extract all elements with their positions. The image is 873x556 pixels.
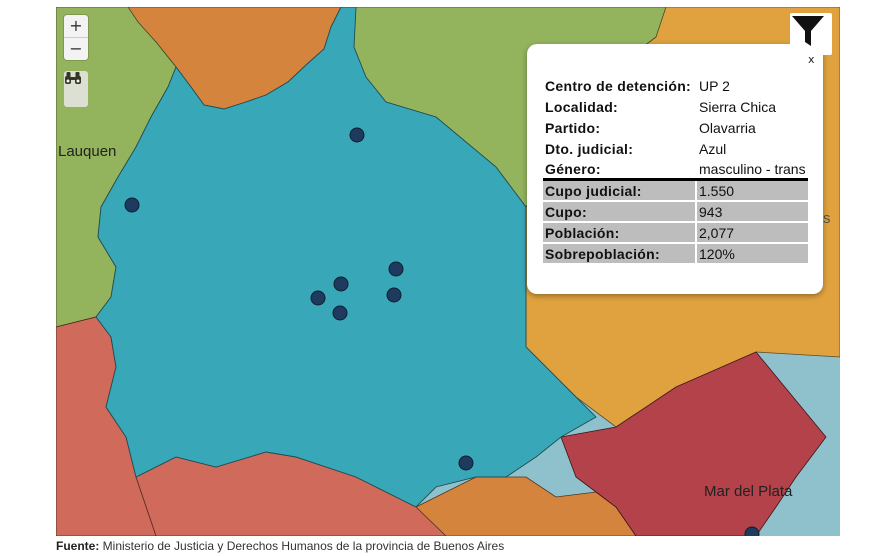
binoculars-icon <box>65 72 81 84</box>
detail-popup: Centro de detención: UP 2 Localidad: Sie… <box>527 44 823 294</box>
stat-value: 1.550 <box>697 181 808 202</box>
row-key: Género: <box>543 159 697 181</box>
stat-key: Cupo: <box>543 202 697 223</box>
region-teal[interactable] <box>95 7 597 508</box>
row-key: Partido: <box>545 119 601 136</box>
marker-point[interactable] <box>332 305 348 321</box>
row-value: masculino - trans <box>697 159 808 181</box>
popup-row: Dto. judicial: Azul <box>543 138 808 159</box>
label-lauquen: Lauquen <box>58 143 117 160</box>
source-text: Ministerio de Justicia y Derechos Humano… <box>99 539 505 553</box>
zoom-control: + − <box>64 15 88 60</box>
row-key: Localidad: <box>545 98 619 115</box>
marker-point[interactable] <box>388 261 404 277</box>
marker-point[interactable] <box>744 526 760 536</box>
stat-value: 2,077 <box>697 223 808 244</box>
stat-row: Cupo judicial: 1.550 <box>543 181 808 202</box>
marker-point[interactable] <box>124 197 140 213</box>
region-crimson[interactable] <box>560 351 827 536</box>
row-value: Olavarria <box>699 119 756 136</box>
row-value: Azul <box>699 140 727 157</box>
popup-table: Centro de detención: UP 2 Localidad: Sie… <box>543 75 808 265</box>
stat-key: Sobrepoblación: <box>543 244 697 265</box>
search-locate-button[interactable] <box>64 71 88 107</box>
source-caption: Fuente: Ministerio de Justicia y Derecho… <box>56 539 504 553</box>
label-mar-del-plata: Mar del Plata <box>704 483 793 500</box>
marker-point[interactable] <box>386 287 402 303</box>
filter-button[interactable] <box>790 13 832 55</box>
popup-row: Partido: Olavarria <box>543 117 808 138</box>
marker-point[interactable] <box>458 455 474 471</box>
stat-row: Población: 2,077 <box>543 223 808 244</box>
row-value: UP 2 <box>699 77 730 94</box>
popup-row: Centro de detención: UP 2 <box>543 75 808 96</box>
stat-key: Población: <box>543 223 697 244</box>
row-key: Dto. judicial: <box>545 140 634 157</box>
zoom-in-button[interactable]: + <box>69 16 83 35</box>
row-key: Centro de detención: <box>545 77 692 94</box>
source-label: Fuente: <box>56 539 100 553</box>
marker-point[interactable] <box>333 276 349 292</box>
map[interactable]: Lauquen Mar del Plata s + − Centro de de… <box>56 7 840 536</box>
stat-key: Cupo judicial: <box>543 181 697 202</box>
popup-row: Localidad: Sierra Chica <box>543 96 808 117</box>
stat-row: Sobrepoblación: 120% <box>543 244 808 265</box>
filter-icon <box>792 16 824 46</box>
stat-value: 943 <box>697 202 808 223</box>
row-value: Sierra Chica <box>699 98 777 115</box>
popup-row: Género: masculino - trans <box>543 159 808 181</box>
zoom-out-button[interactable]: − <box>64 37 88 60</box>
label-edge-fragment: s <box>823 210 831 227</box>
marker-point[interactable] <box>349 127 365 143</box>
marker-point[interactable] <box>310 290 326 306</box>
stat-row: Cupo: 943 <box>543 202 808 223</box>
close-icon[interactable]: x <box>808 53 815 66</box>
stat-value: 120% <box>697 244 808 265</box>
